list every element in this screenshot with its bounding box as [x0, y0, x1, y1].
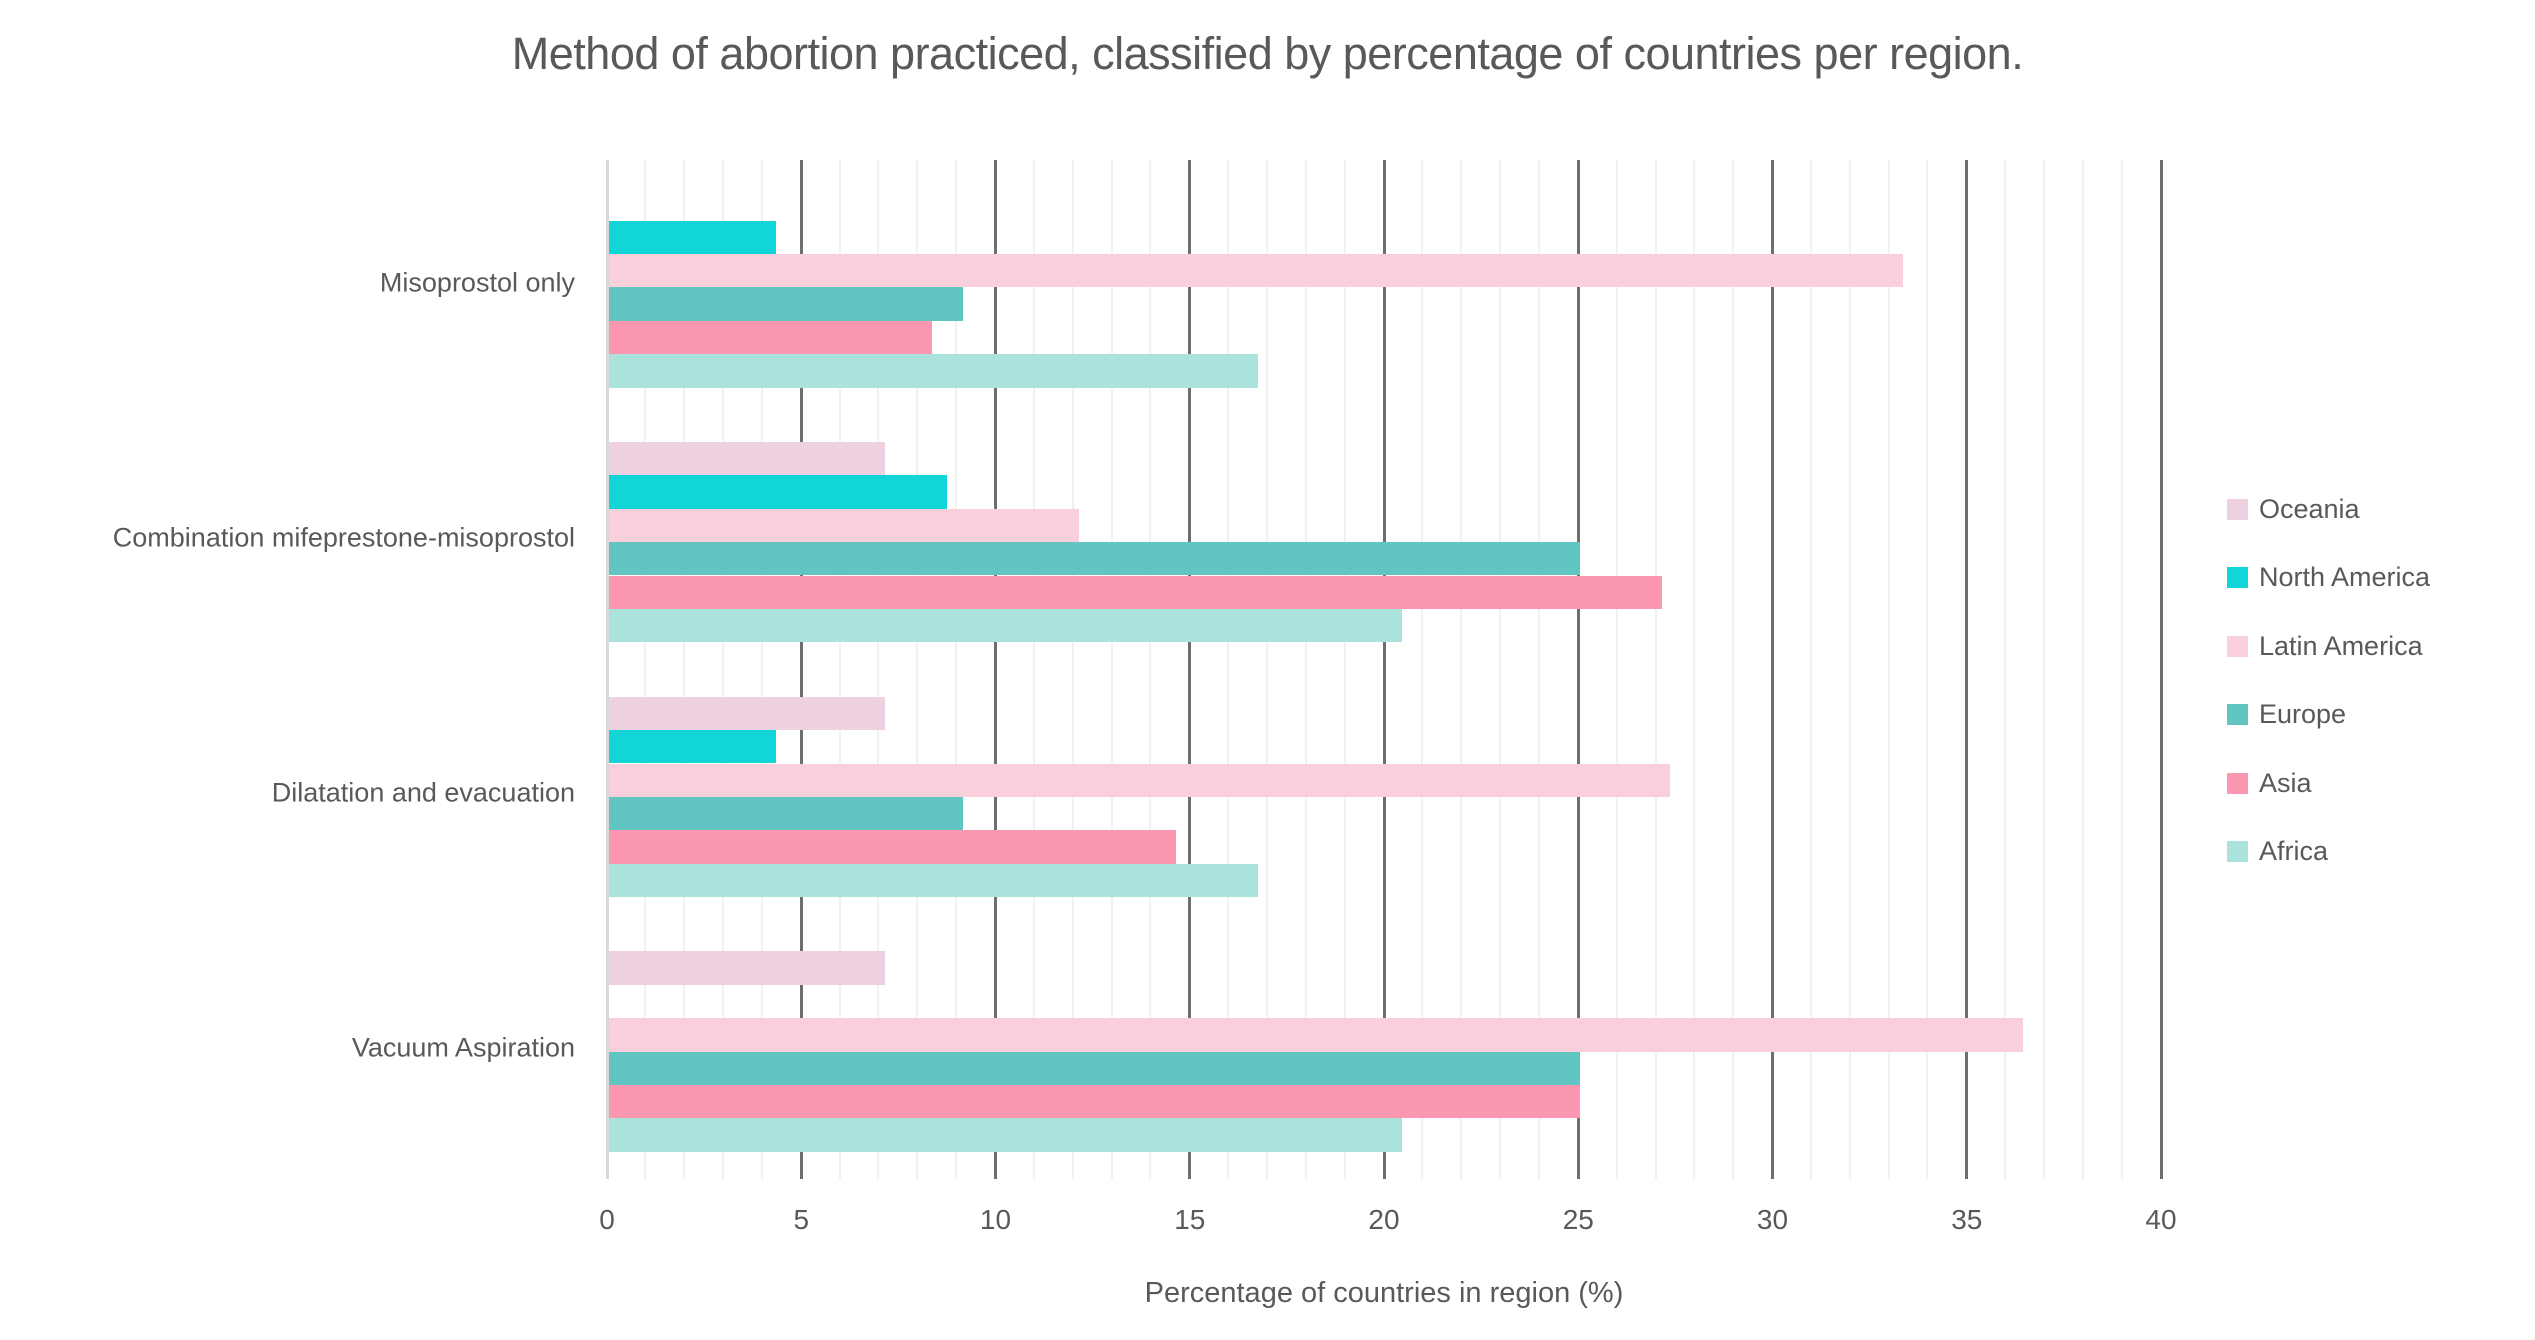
- gridline-minor: [1460, 160, 1463, 1179]
- legend-label-africa: Africa: [2259, 836, 2329, 866]
- x-tick-label-25: 25: [1562, 1204, 1594, 1235]
- gridline-minor: [877, 160, 880, 1179]
- gridline-minor: [2004, 160, 2007, 1179]
- gridline-major: [1576, 160, 1580, 1179]
- bar-oceania-vacuum-aspiration: [609, 951, 885, 985]
- category-label-combination-mifeprestone-misoprostol: Combination mifeprestone-misoprostol: [112, 522, 575, 553]
- chart-title: Method of abortion practiced, classified…: [511, 28, 2024, 79]
- x-axis-title: Percentage of countries in region (%): [1144, 1277, 1624, 1309]
- legend-swatch-north-america: [2227, 567, 2248, 588]
- legend-item-north-america: North America: [2227, 562, 2430, 592]
- bar-oceania-combination-mifeprestone-misoprostol: [609, 441, 885, 476]
- bar-oceania-dilatation-and-evacuation: [609, 696, 885, 731]
- legend-swatch-oceania: [2227, 498, 2248, 520]
- gridline-minor: [1654, 160, 1657, 1179]
- gridline-minor: [760, 160, 763, 1179]
- gridline-minor: [683, 160, 686, 1179]
- gridline-minor: [1343, 160, 1346, 1179]
- gridline-minor: [1615, 160, 1618, 1179]
- gridline-minor: [1421, 160, 1424, 1179]
- gridline-minor: [916, 160, 919, 1179]
- gridline-major: [1965, 160, 1969, 1179]
- bar-africa-dilatation-and-evacuation: [609, 863, 1258, 898]
- gridline-minor: [1499, 160, 1502, 1179]
- gridline-minor: [1732, 160, 1735, 1179]
- gridline-minor: [955, 160, 958, 1179]
- gridline-minor: [1926, 160, 1929, 1179]
- bar-latin-america-vacuum-aspiration: [609, 1018, 2024, 1052]
- gridline-major: [994, 160, 997, 1179]
- bar-europe-combination-mifeprestone-misoprostol: [609, 542, 1581, 576]
- gridline-minor: [722, 160, 725, 1179]
- legend-swatch-europe: [2227, 704, 2248, 725]
- bar-north-america-combination-mifeprestone-misoprostol: [609, 475, 947, 509]
- gridline-minor: [1537, 160, 1540, 1179]
- legend-item-latin-america: Latin America: [2227, 631, 2423, 661]
- legend-item-europe: Europe: [2227, 699, 2346, 729]
- bar-latin-america-misoprostol-only: [609, 254, 1903, 288]
- gridline-minor: [1848, 160, 1851, 1179]
- legend-label-asia: Asia: [2259, 767, 2312, 798]
- gridline-minor: [1304, 160, 1307, 1179]
- gridline-minor: [2043, 160, 2045, 1179]
- bar-europe-misoprostol-only: [609, 287, 963, 321]
- gridline-minor: [1227, 160, 1230, 1179]
- category-label-misoprostol-only: Misoprostol only: [379, 267, 575, 298]
- bar-asia-dilatation-and-evacuation: [609, 830, 1177, 864]
- bar-asia-vacuum-aspiration: [609, 1085, 1581, 1119]
- legend-label-oceania: Oceania: [2259, 493, 2360, 524]
- gridline-major: [799, 160, 803, 1179]
- x-tick-label-5: 5: [793, 1204, 810, 1235]
- gridline-minor: [1887, 160, 1890, 1179]
- legend-swatch-latin-america: [2227, 635, 2248, 657]
- bar-africa-combination-mifeprestone-misoprostol: [609, 608, 1402, 643]
- legend-item-africa: Africa: [2227, 836, 2328, 866]
- gridline-major: [2159, 160, 2163, 1179]
- category-label-dilatation-and-evacuation: Dilatation and evacuation: [271, 777, 575, 808]
- gridline-minor: [1809, 160, 1812, 1179]
- bar-europe-vacuum-aspiration: [609, 1051, 1581, 1085]
- bar-europe-dilatation-and-evacuation: [609, 796, 963, 831]
- gridline-major: [1382, 160, 1386, 1179]
- gridline-minor: [1032, 160, 1035, 1179]
- legend-label-europe: Europe: [2259, 699, 2347, 729]
- gridline-major: [1188, 160, 1192, 1179]
- gridline-minor: [1693, 160, 1696, 1179]
- legend-label-north-america: North America: [2259, 562, 2431, 592]
- gridline-major: [1771, 160, 1774, 1179]
- gridline-minor: [1266, 160, 1268, 1179]
- gridline-minor: [1149, 160, 1152, 1179]
- legend-item-oceania: Oceania: [2227, 494, 2360, 524]
- gridline-minor: [1071, 160, 1074, 1179]
- gridline-minor: [1110, 160, 1113, 1179]
- bar-north-america-dilatation-and-evacuation: [609, 730, 777, 764]
- bar-africa-vacuum-aspiration: [609, 1118, 1402, 1152]
- gridline-minor: [644, 160, 647, 1179]
- x-tick-label-10: 10: [979, 1204, 1012, 1235]
- x-tick-label-15: 15: [1174, 1204, 1206, 1235]
- legend-swatch-asia: [2227, 772, 2248, 794]
- bar-asia-misoprostol-only: [609, 320, 932, 355]
- legend-label-latin-america: Latin America: [2259, 630, 2423, 661]
- x-tick-label-40: 40: [2145, 1204, 2177, 1235]
- plot-area: [605, 160, 2163, 1179]
- bar-latin-america-dilatation-and-evacuation: [609, 763, 1670, 797]
- bar-latin-america-combination-mifeprestone-misoprostol: [609, 508, 1080, 543]
- x-tick-label-20: 20: [1368, 1204, 1400, 1235]
- bar-africa-misoprostol-only: [609, 354, 1258, 388]
- bar-asia-combination-mifeprestone-misoprostol: [609, 575, 1662, 609]
- x-tick-label-0: 0: [599, 1204, 615, 1235]
- legend-swatch-africa: [2227, 841, 2248, 862]
- bar-north-america-misoprostol-only: [609, 220, 777, 254]
- axis-zero-line: [605, 160, 609, 1179]
- gridline-minor: [838, 160, 841, 1179]
- gridline-minor: [2120, 160, 2123, 1179]
- x-tick-label-35: 35: [1951, 1204, 1983, 1235]
- legend-item-asia: Asia: [2227, 768, 2312, 798]
- gridline-minor: [2081, 160, 2084, 1179]
- x-tick-label-30: 30: [1756, 1204, 1789, 1235]
- category-label-vacuum-aspiration: Vacuum Aspiration: [351, 1032, 575, 1063]
